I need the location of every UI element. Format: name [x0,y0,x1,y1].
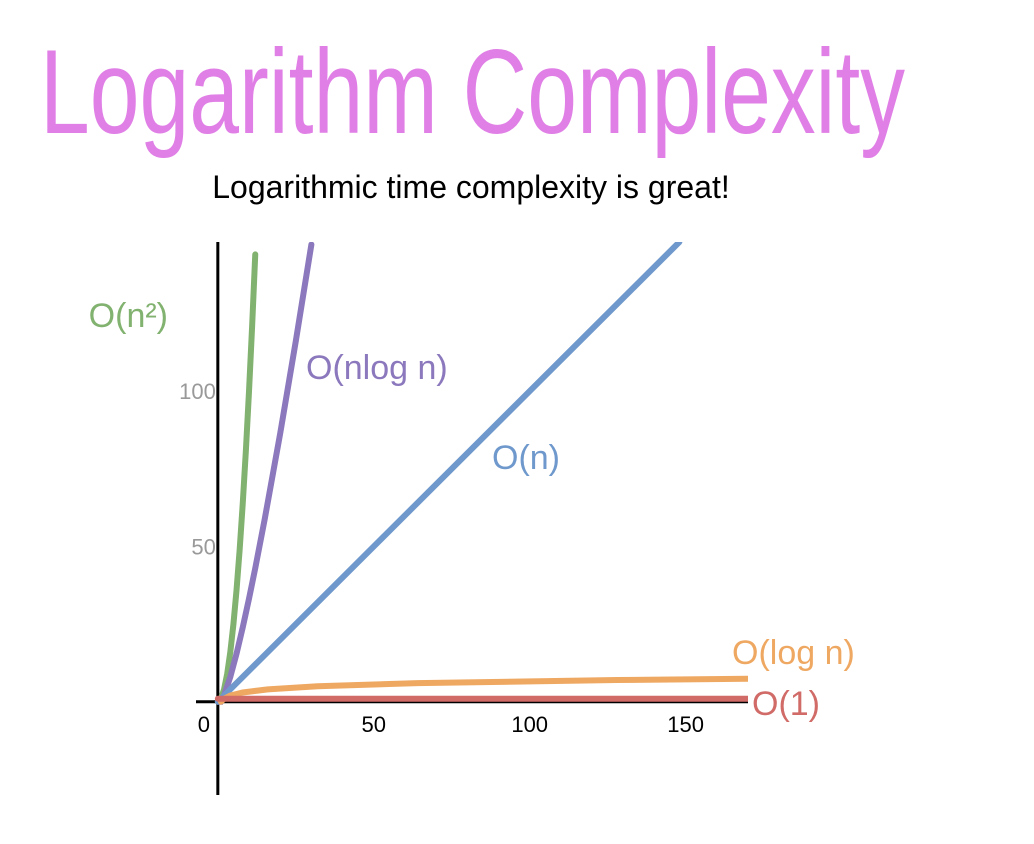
series-label: O(log n) [732,634,855,672]
series-label: O(n²) [89,297,168,335]
x-tick-label: 100 [511,712,548,737]
x-tick-label: 50 [362,712,386,737]
x-tick-label: 0 [198,712,210,737]
series-line [214,242,683,705]
series-label: O(n) [492,439,560,477]
slide-title: Logarithm Complexity [40,25,905,159]
series-label: O(1) [752,685,820,723]
y-tick-label: 50 [191,534,215,559]
series-line [214,251,259,705]
series-label: O(nlog n) [306,349,448,387]
slide-subtitle: Logarithmic time complexity is great! [212,169,730,205]
y-tick-label: 100 [179,379,216,404]
x-tick-label: 150 [667,712,704,737]
